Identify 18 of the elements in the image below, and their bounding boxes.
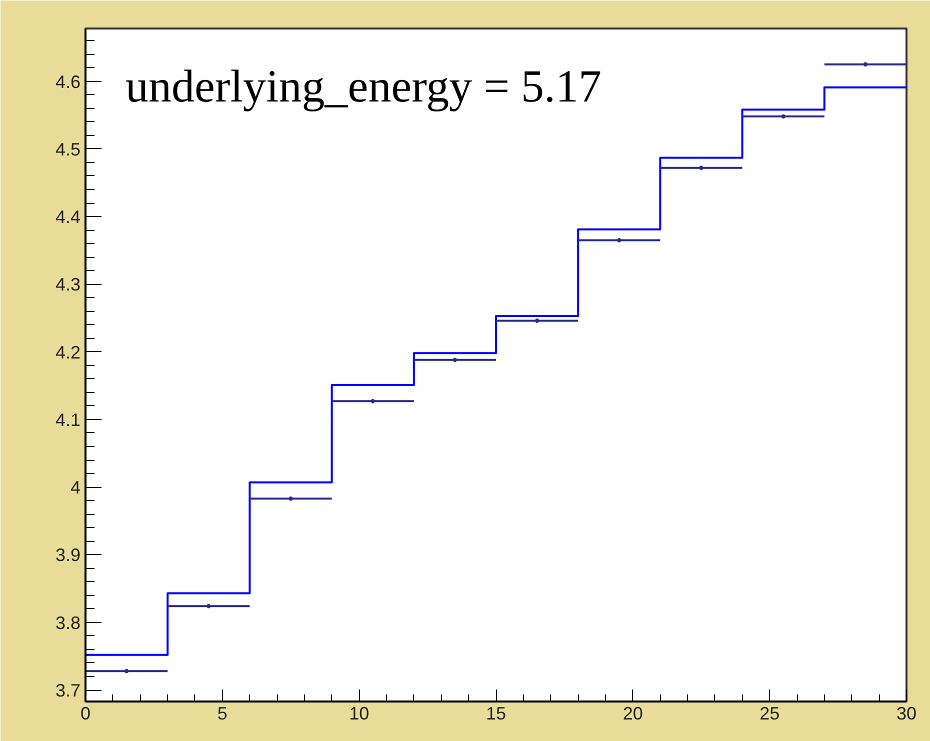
y-tick-label: 3.8 <box>55 612 81 633</box>
y-tick-label: 4.6 <box>55 72 81 92</box>
x-tick-label: 25 <box>760 704 780 724</box>
x-tick-label: 30 <box>896 704 917 724</box>
y-tick-label: 4.5 <box>55 139 81 160</box>
x-tick-label: 10 <box>349 704 370 724</box>
y-tick-label: 3.7 <box>55 680 81 700</box>
x-tick-label: 15 <box>486 704 506 724</box>
y-tick-label: 4 <box>70 478 81 498</box>
y-tick-label: 4.3 <box>55 274 81 295</box>
x-tick-label: 0 <box>80 704 91 724</box>
annotation: underlying_energy = 5.17 <box>126 60 602 112</box>
y-tick-label: 4.4 <box>55 207 81 228</box>
x-tick-label: 20 <box>622 704 643 724</box>
y-tick-label: 4.2 <box>55 342 81 362</box>
x-tick-label: 5 <box>217 704 228 724</box>
y-tick-label: 3.9 <box>55 545 81 566</box>
y-tick-label: 4.1 <box>55 410 81 430</box>
